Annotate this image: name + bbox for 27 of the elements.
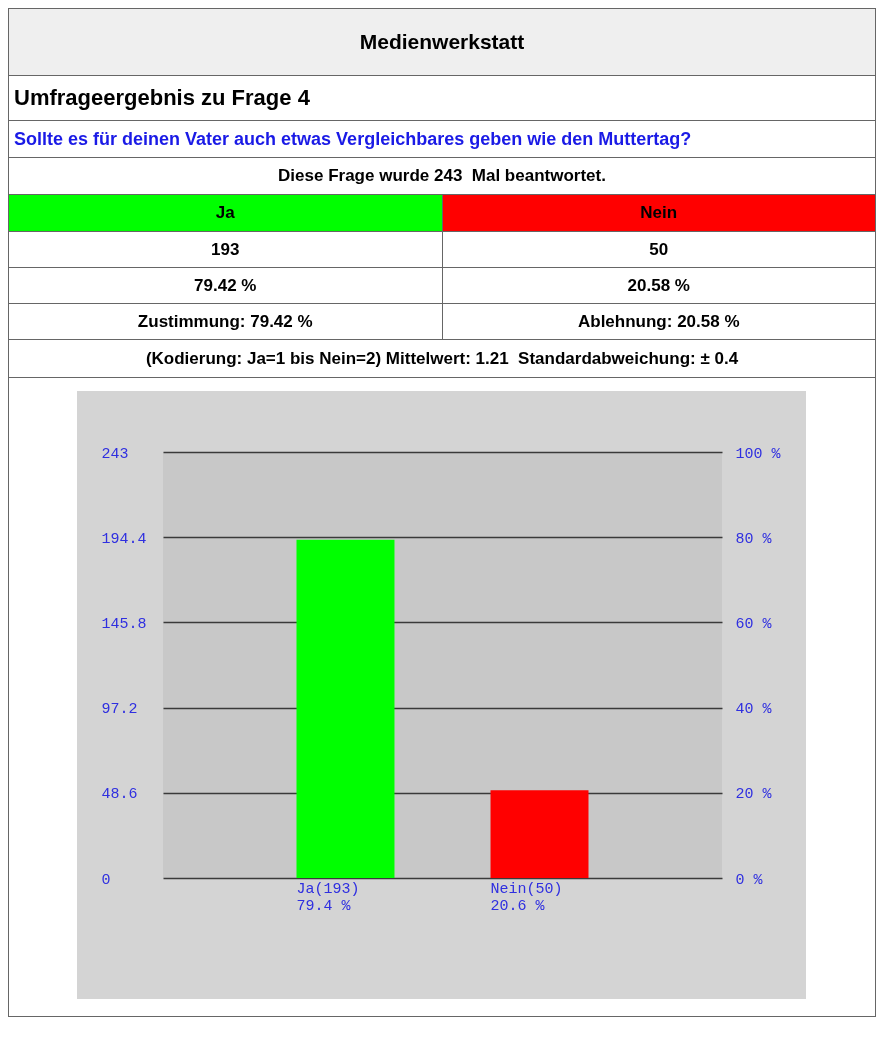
text: 193 (210, 238, 241, 261)
text: Diese Frage wurde 243 Mal beantwortet. (9, 158, 875, 194)
y-tick-label: 0 (101, 871, 111, 889)
text: Zustimmung: 79.42 % (136, 310, 314, 333)
text: 79.42 % (193, 274, 258, 297)
y2-tick-label: 60 % (735, 615, 773, 633)
text: 20.58 % (441, 268, 875, 303)
category-label: Nein (441, 195, 875, 231)
x-tick-label: Nein(50) 20.6 % (490, 880, 563, 915)
text: Ablehnung: 20.58 % (441, 304, 875, 339)
category-label: Ja (9, 195, 442, 231)
y-tick-label: 97.2 (101, 701, 138, 719)
y-tick-label: 194.4 (101, 530, 147, 548)
text: Medienwerkstatt (9, 9, 875, 75)
text: Sollte es für deinen Vater auch etwas Vergleichbares geben wie den Muttertag? (9, 121, 875, 157)
text: Umfrageergebnis zu Frage 4 (9, 76, 875, 120)
x-tick-label: Ja(193) 79.4 % (296, 880, 360, 915)
y2-tick-label: 40 % (735, 701, 773, 719)
y-tick-label: 48.6 (101, 786, 138, 804)
text: (Kodierung: Ja=1 bis Nein=2) Mittelwert: 1.21 Standardabweichung: ± 0.4 (9, 340, 875, 377)
y2-tick-label: 100 % (735, 445, 782, 463)
y2-tick-label: 20 % (735, 786, 773, 804)
y-tick-label: 145.8 (101, 615, 147, 633)
text: 50 (441, 232, 875, 267)
y2-tick-label: 0 % (735, 871, 764, 889)
y2-tick-label: 80 % (735, 530, 773, 548)
y-tick-label: 243 (101, 445, 129, 463)
